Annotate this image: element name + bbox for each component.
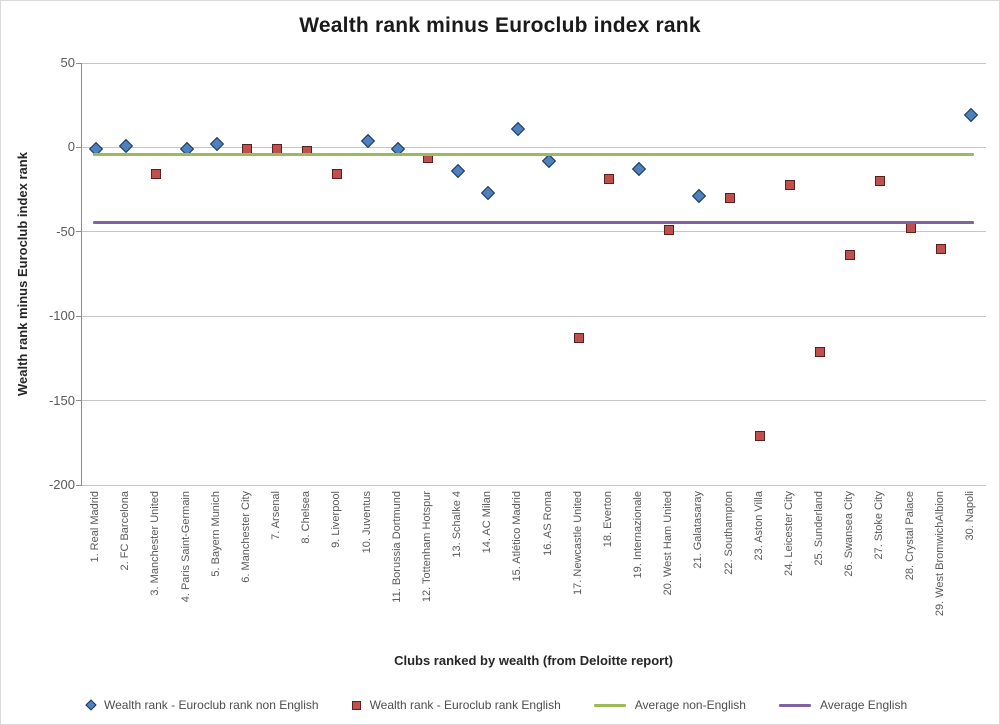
chart-legend: Wealth rank - Euroclub rank non English W… (85, 695, 908, 715)
x-axis-title: Clubs ranked by wealth (from Deloitte re… (394, 653, 673, 668)
x-category-label: 18. Everton (601, 491, 614, 548)
average-line-average-english (93, 221, 974, 225)
legend-item: Wealth rank - Euroclub rank English (351, 698, 561, 712)
data-point-square (754, 431, 765, 442)
x-category-label: 13. Schalke 4 (451, 491, 464, 558)
data-point-square (151, 169, 162, 180)
x-category-label: 24. Leicester City (782, 491, 795, 576)
data-point-square (935, 243, 946, 254)
data-point-square (573, 333, 584, 344)
legend-item: Average English (778, 698, 908, 712)
data-point-square (845, 250, 856, 261)
gridline-y--200 (81, 484, 986, 486)
data-point-square (815, 346, 826, 357)
x-category-label: 19. Internazionale (632, 491, 645, 579)
legend-diamond-icon (85, 699, 97, 711)
average-line-average-non-english (93, 153, 974, 157)
x-category-label: 28. Crystal Palace (903, 491, 916, 581)
legend-label: Wealth rank - Euroclub rank English (369, 698, 561, 712)
x-category-label: 22. Southampton (722, 491, 735, 575)
x-category-label: 5. Bayern Munich (209, 491, 222, 577)
gridline-y--150 (81, 400, 986, 402)
x-category-label: 9. Liverpool (330, 491, 343, 548)
x-category-label: 30. Napoli (964, 491, 976, 541)
x-category-label: 10. Juventus (360, 491, 373, 554)
x-category-label: 7. Arsenal (270, 491, 283, 540)
y-tick (76, 62, 81, 64)
data-point-square (422, 152, 433, 163)
y-tick-label: 0 (67, 139, 75, 155)
legend-label: Wealth rank - Euroclub rank non English (104, 698, 319, 712)
x-category-label: 6. Manchester City (239, 491, 252, 583)
legend-label: Average English (819, 698, 908, 712)
y-tick-label: -50 (56, 223, 75, 239)
legend-item: Average non-English (593, 698, 746, 712)
x-category-label: 17. Newcastle United (571, 491, 584, 595)
x-category-label: 8. Chelsea (300, 491, 313, 544)
x-category-label: 21. Galatasaray (692, 491, 705, 569)
data-point-square (664, 225, 675, 236)
x-category-label: 1. Real Madrid (89, 491, 101, 563)
data-point-square (784, 179, 795, 190)
y-tick-label: -100 (48, 308, 75, 324)
plot-area (81, 63, 986, 485)
y-tick (76, 231, 81, 233)
x-category-label: 20. West Ham United (662, 491, 675, 596)
y-tick-label: 50 (60, 55, 75, 70)
x-category-label: 15. Atlético Madrid (511, 491, 524, 582)
y-tick (76, 315, 81, 317)
x-category-label: 12. Tottenham Hotspur (420, 491, 433, 603)
x-category-label: 2. FC Barcelona (119, 491, 132, 571)
gridline-y-50 (81, 62, 986, 64)
y-axis-line (81, 63, 82, 486)
y-axis-title: Wealth rank minus Euroclub index rank (15, 152, 30, 396)
x-category-label: 26. Swansea City (843, 491, 856, 577)
y-tick-label: -150 (48, 392, 75, 408)
chart-title: Wealth rank minus Euroclub index rank (299, 14, 701, 37)
x-category-label: 4. Paris Saint-Germain (179, 491, 192, 603)
y-tick (76, 400, 81, 402)
x-category-label: 11. Borussia Dortmund (390, 491, 403, 603)
x-category-label: 14. AC Milan (481, 491, 494, 554)
data-point-square (332, 169, 343, 180)
x-category-label: 16. AS Roma (541, 491, 554, 556)
y-tick (76, 146, 81, 148)
legend-label: Average non-English (634, 698, 746, 712)
data-point-square (905, 223, 916, 234)
gridline-y--50 (81, 231, 986, 233)
data-point-square (875, 176, 886, 187)
x-category-label: 25. Sunderland (813, 491, 826, 566)
data-point-square (724, 193, 735, 204)
x-category-label: 29. West BromwichAlbion (933, 491, 946, 617)
y-tick (76, 484, 81, 486)
data-point-square (603, 174, 614, 185)
x-category-label: 3. Manchester United (149, 491, 162, 596)
legend-line-icon (778, 703, 811, 707)
legend-square-icon (351, 700, 361, 710)
legend-line-icon (593, 703, 626, 707)
y-tick-label: -200 (48, 477, 75, 492)
gridline-y-0 (81, 146, 986, 148)
x-category-label: 23. Aston Villa (752, 491, 765, 561)
x-category-label: 27. Stoke City (873, 491, 886, 560)
gridline-y--100 (81, 315, 986, 317)
legend-item: Wealth rank - Euroclub rank non English (85, 698, 319, 712)
